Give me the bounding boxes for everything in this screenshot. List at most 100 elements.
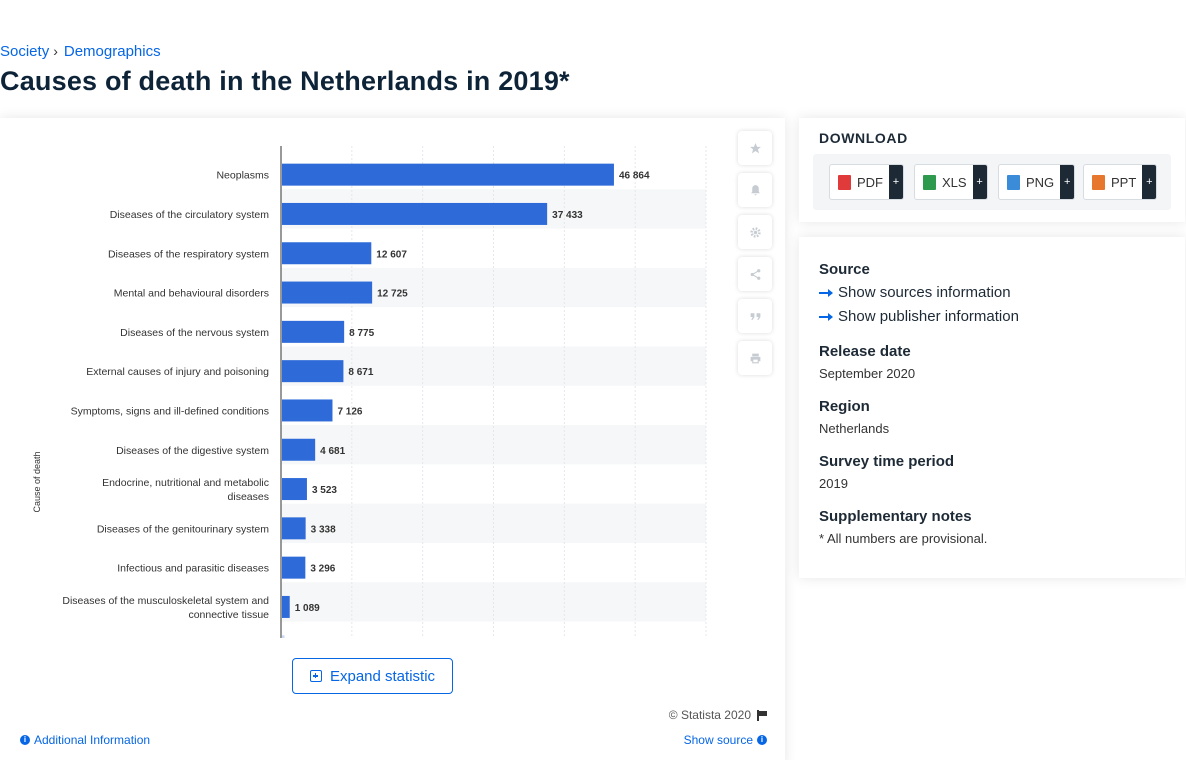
category-label: Diseases of the nervous system bbox=[120, 327, 269, 339]
download-png-label: PNG bbox=[1026, 174, 1055, 190]
pdf-file-icon bbox=[838, 174, 851, 190]
download-png-plus[interactable]: + bbox=[1060, 165, 1075, 199]
breadcrumb-demographics[interactable]: Demographics bbox=[63, 43, 161, 60]
chart-toolbar bbox=[738, 131, 772, 383]
category-label: Mental and behavioural disorders bbox=[114, 288, 269, 300]
download-png-button[interactable]: PNG + bbox=[998, 164, 1076, 200]
show-source-label: Show source bbox=[683, 733, 753, 747]
category-label: Diseases of the genitourinary system bbox=[97, 523, 269, 535]
page-title: Causes of death in the Netherlands in 20… bbox=[0, 66, 570, 96]
download-xls-label: XLS bbox=[942, 174, 967, 190]
copyright-text: © Statista 2020 bbox=[668, 708, 751, 722]
xls-file-icon bbox=[923, 174, 936, 190]
print-button[interactable] bbox=[738, 341, 772, 375]
breadcrumb: Society › Demographics bbox=[0, 43, 161, 60]
download-pdf-label: PDF bbox=[857, 174, 883, 190]
category-label: Diseases of the respiratory system bbox=[108, 248, 269, 260]
share-icon bbox=[750, 268, 760, 280]
bar bbox=[282, 438, 316, 461]
category-label: Symptoms, signs and ill-defined conditio… bbox=[71, 405, 269, 417]
bell-icon bbox=[750, 184, 760, 195]
bar bbox=[282, 320, 345, 343]
region-value: Netherlands bbox=[819, 421, 890, 436]
copyright: © Statista 2020 bbox=[669, 708, 767, 722]
show-publisher-link[interactable]: Show publisher information bbox=[819, 308, 1019, 325]
flag-icon[interactable] bbox=[757, 709, 767, 721]
category-label: Diseases of the musculoskeletal system a… bbox=[62, 595, 269, 621]
download-bar: PDF + XLS + PNG + PPT + bbox=[813, 154, 1171, 210]
y-axis-title: Cause of death bbox=[32, 451, 42, 512]
expand-plus-icon bbox=[309, 670, 322, 682]
breadcrumb-separator: › bbox=[53, 43, 58, 59]
supplementary-notes-value: * All numbers are provisional. bbox=[819, 531, 988, 546]
region-label: Region bbox=[819, 398, 870, 415]
data-label: 4 681 bbox=[320, 446, 345, 457]
download-pdf-plus[interactable]: + bbox=[889, 165, 903, 199]
data-label: 12 725 bbox=[377, 289, 408, 300]
data-label: 3 296 bbox=[310, 564, 335, 575]
share-button[interactable] bbox=[738, 257, 772, 291]
arrow-right-icon bbox=[819, 312, 833, 321]
release-date-value: September 2020 bbox=[819, 366, 916, 381]
category-label: Infectious and parasitic diseases bbox=[117, 563, 269, 575]
ppt-file-icon bbox=[1092, 174, 1105, 190]
data-label: 8 775 bbox=[349, 328, 374, 339]
category-label: External causes of injury and poisoning bbox=[86, 366, 269, 378]
favorite-button[interactable] bbox=[738, 131, 772, 165]
png-file-icon bbox=[1007, 174, 1020, 190]
category-label: Diseases of the circulatory system bbox=[110, 209, 270, 221]
bar bbox=[282, 556, 306, 579]
info-icon: i bbox=[20, 735, 30, 745]
settings-button[interactable] bbox=[738, 215, 772, 249]
breadcrumb-society[interactable]: Society bbox=[0, 43, 50, 60]
star-icon bbox=[749, 142, 761, 153]
bar bbox=[282, 517, 306, 540]
download-xls-button[interactable]: XLS + bbox=[914, 164, 988, 200]
show-sources-label: Show sources information bbox=[838, 284, 1011, 301]
bar bbox=[282, 360, 344, 383]
data-label: 8 671 bbox=[348, 367, 373, 378]
download-card: DOWNLOAD PDF + XLS + PNG + PPT + bbox=[799, 118, 1185, 222]
expand-statistic-button[interactable]: Expand statistic bbox=[292, 658, 453, 694]
chart-card: Cause of death Neoplasms 46 864 Diseases of… bbox=[0, 118, 785, 760]
additional-information-link[interactable]: i Additional Information bbox=[20, 733, 150, 747]
bar bbox=[282, 399, 333, 422]
download-ppt-label: PPT bbox=[1111, 174, 1137, 190]
bar bbox=[282, 635, 285, 638]
release-date-label: Release date bbox=[819, 343, 911, 360]
info-icon: i bbox=[757, 735, 767, 745]
download-ppt-button[interactable]: PPT + bbox=[1083, 164, 1158, 200]
show-sources-link[interactable]: Show sources information bbox=[819, 284, 1011, 301]
category-label: Endocrine, nutritional and metabolic dise… bbox=[102, 477, 269, 503]
quote-icon bbox=[750, 312, 760, 320]
data-label: 3 523 bbox=[312, 485, 337, 496]
survey-period-value: 2019 bbox=[819, 476, 848, 491]
data-label: 3 338 bbox=[311, 524, 336, 535]
download-xls-plus[interactable]: + bbox=[972, 165, 987, 199]
show-publisher-label: Show publisher information bbox=[838, 308, 1019, 325]
bar bbox=[282, 242, 372, 265]
source-label: Source bbox=[819, 261, 870, 278]
survey-period-label: Survey time period bbox=[819, 453, 955, 470]
data-label: 37 433 bbox=[552, 210, 583, 221]
supplementary-notes-label: Supplementary notes bbox=[819, 508, 972, 525]
notification-button[interactable] bbox=[738, 173, 772, 207]
download-title: DOWNLOAD bbox=[819, 130, 908, 146]
data-label: 7 126 bbox=[337, 406, 362, 417]
arrow-right-icon bbox=[819, 288, 833, 297]
bar bbox=[282, 163, 614, 186]
gear-icon bbox=[749, 226, 761, 238]
data-label: 46 864 bbox=[619, 171, 650, 182]
bar bbox=[282, 595, 290, 618]
category-label: Neoplasms bbox=[216, 170, 269, 182]
download-ppt-plus[interactable]: + bbox=[1142, 165, 1157, 199]
expand-statistic-label: Expand statistic bbox=[329, 667, 436, 685]
statistic-details: Source Show sources information Show pub… bbox=[799, 237, 1185, 578]
download-pdf-button[interactable]: PDF + bbox=[829, 164, 904, 200]
cite-button[interactable] bbox=[738, 299, 772, 333]
print-icon bbox=[750, 353, 760, 363]
bar-chart: Cause of death Neoplasms 46 864 Diseases of… bbox=[32, 146, 707, 638]
category-label: Diseases of the digestive system bbox=[116, 445, 269, 457]
bar bbox=[282, 281, 373, 304]
show-source-link[interactable]: Show source i bbox=[684, 733, 767, 747]
